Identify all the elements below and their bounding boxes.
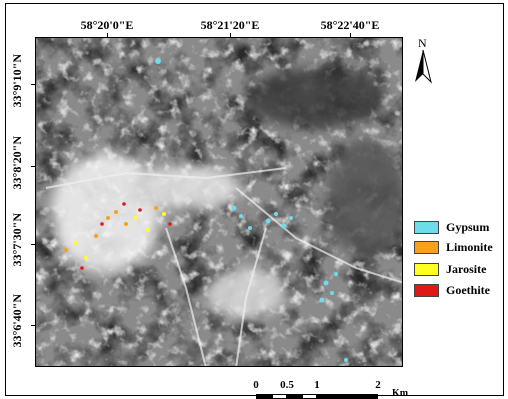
longitude-label-3: 58°22'40"E (320, 18, 380, 32)
lat-tick-2 (31, 166, 35, 167)
scale-label-0: 0 (253, 379, 259, 391)
scale-label-0-5: 0.5 (280, 379, 294, 391)
longitude-label-1: 58°20'0"E (80, 18, 134, 32)
latitude-label-3: 33°7'30"N (10, 213, 24, 267)
map-image (36, 38, 402, 366)
legend-label: Gypsum (446, 219, 490, 234)
lat-tick-3 (31, 244, 35, 245)
legend-swatch (414, 220, 439, 234)
latitude-label-1: 33°9'10"N (10, 54, 24, 108)
lat-tick-4 (31, 325, 35, 326)
scale-segment (272, 394, 287, 399)
legend-item-limonite: Limonite (414, 240, 493, 254)
lon-tick-3 (350, 33, 351, 37)
north-label: N (418, 36, 427, 50)
scale-segment (302, 394, 317, 399)
scale-unit: Km (392, 388, 409, 399)
scale-segment (287, 394, 302, 399)
satellite-map (35, 37, 403, 367)
legend-swatch (414, 283, 439, 297)
legend-swatch (414, 240, 439, 254)
legend-swatch (414, 262, 439, 276)
scale-label-2: 2 (375, 379, 381, 391)
north-arrow-icon (415, 49, 432, 84)
scale-label-1: 1 (314, 379, 320, 391)
scale-segment (317, 394, 378, 399)
legend-item-goethite: Goethite (414, 283, 490, 297)
legend-label: Goethite (446, 282, 490, 297)
latitude-label-4: 33°6'40"N (10, 294, 24, 348)
legend-label: Limonite (446, 239, 493, 254)
legend-item-jarosite: Jarosite (414, 262, 486, 276)
lon-tick-1 (107, 33, 108, 37)
lon-tick-2 (230, 33, 231, 37)
lat-tick-1 (31, 84, 35, 85)
figure-frame (5, 3, 504, 396)
legend-item-gypsum: Gypsum (414, 220, 489, 234)
scale-segment (256, 394, 272, 399)
latitude-label-2: 33°8'20"N (10, 136, 24, 190)
legend-label: Jarosite (446, 261, 487, 276)
longitude-label-2: 58°21'20"E (200, 18, 260, 32)
